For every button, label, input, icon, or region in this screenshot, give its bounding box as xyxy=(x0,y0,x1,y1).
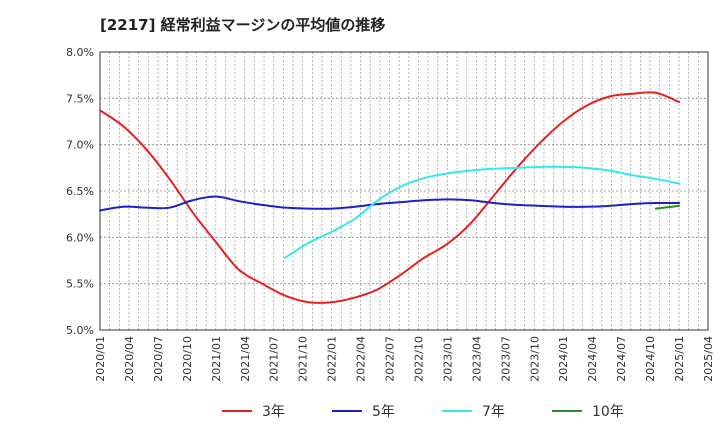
legend-label-4: 10年 xyxy=(592,404,624,420)
x-tick-label: 2023/07 xyxy=(499,336,512,382)
x-tick-label: 2022/04 xyxy=(355,336,368,382)
x-tick-label: 2021/01 xyxy=(210,336,223,382)
y-tick-label: 8.0% xyxy=(66,46,94,59)
x-tick-label: 2024/07 xyxy=(615,336,628,382)
y-tick-label: 6.0% xyxy=(66,231,94,244)
y-tick-label: 7.0% xyxy=(66,139,94,152)
x-tick-label: 2020/10 xyxy=(181,336,194,382)
legend-label-3: 7年 xyxy=(482,404,505,420)
x-tick-label: 2020/04 xyxy=(123,336,136,382)
x-tick-label: 2023/10 xyxy=(528,336,541,382)
x-tick-label: 2024/10 xyxy=(644,336,657,382)
y-tick-label: 7.5% xyxy=(66,92,94,105)
x-tick-label: 2022/01 xyxy=(326,336,339,382)
x-tick-label: 2024/01 xyxy=(557,336,570,382)
x-tick-label: 2021/07 xyxy=(268,336,281,382)
y-tick-label: 5.5% xyxy=(66,278,94,291)
x-tick-label: 2021/04 xyxy=(239,336,252,382)
y-tick-label: 5.0% xyxy=(66,324,94,337)
x-tick-label: 2022/10 xyxy=(412,336,425,382)
x-tick-label: 2022/07 xyxy=(384,336,397,382)
series-line-1 xyxy=(99,91,681,304)
series-line-3 xyxy=(284,165,681,259)
x-tick-label: 2020/01 xyxy=(94,336,107,382)
plot-frame xyxy=(99,51,709,331)
x-tick-label: 2025/01 xyxy=(673,336,686,382)
series-line-4 xyxy=(654,204,681,210)
x-tick-label: 2023/01 xyxy=(441,336,454,382)
grid-layer xyxy=(100,52,708,330)
series-line-2 xyxy=(99,195,681,212)
x-tick-label: 2023/04 xyxy=(470,336,483,382)
series-layer xyxy=(99,91,681,304)
legend-label-2: 5年 xyxy=(372,404,395,420)
x-axis: 2020/01 2020/04 2020/07 2020/10 2021/01 2021/… xyxy=(94,336,715,382)
x-tick-label: 2020/07 xyxy=(152,336,165,382)
y-axis: 5.0% 5.5% 6.0% 6.5% 7.0% 7.5% 8.0% xyxy=(66,46,94,337)
x-tick-label: 2025/04 xyxy=(702,336,715,382)
x-tick-label: 2021/10 xyxy=(297,336,310,382)
x-tick-label: 2024/04 xyxy=(586,336,599,382)
y-tick-label: 6.5% xyxy=(66,185,94,198)
legend-label-1: 3年 xyxy=(262,404,285,420)
chart-title: [2217] 経常利益マージンの平均値の推移 xyxy=(100,16,385,34)
legend: 3年 5年 7年 10年 xyxy=(222,404,624,420)
